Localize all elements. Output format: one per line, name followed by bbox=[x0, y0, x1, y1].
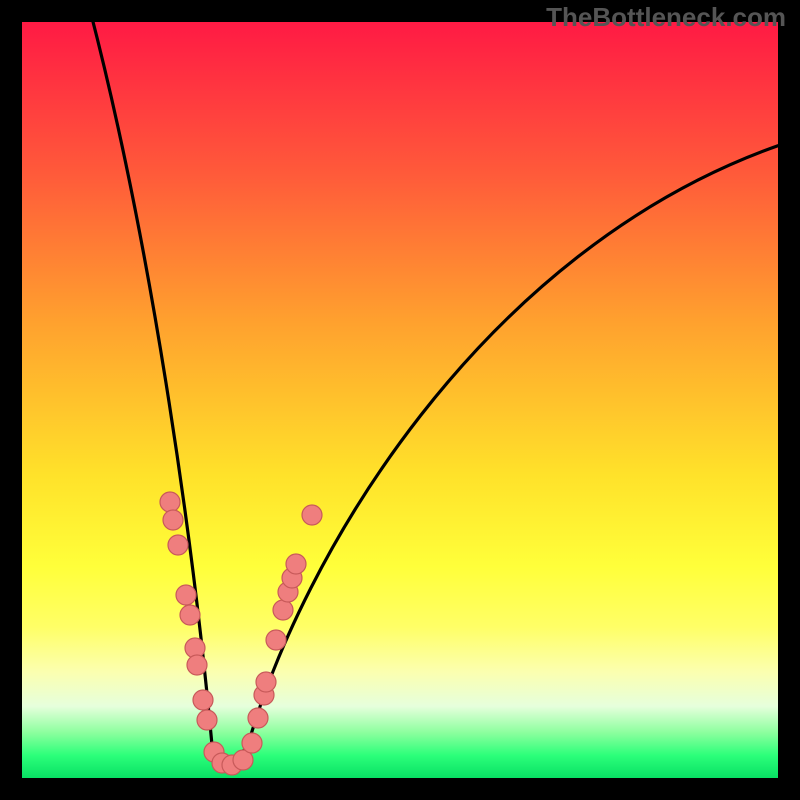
marker-point bbox=[302, 505, 322, 525]
marker-point bbox=[256, 672, 276, 692]
marker-point bbox=[160, 492, 180, 512]
marker-point bbox=[168, 535, 188, 555]
marker-point bbox=[248, 708, 268, 728]
marker-point bbox=[193, 690, 213, 710]
marker-point bbox=[163, 510, 183, 530]
chart-svg-layer bbox=[0, 0, 800, 800]
marker-point bbox=[180, 605, 200, 625]
watermark-text: TheBottleneck.com bbox=[546, 2, 786, 33]
marker-point bbox=[286, 554, 306, 574]
marker-point bbox=[242, 733, 262, 753]
marker-point bbox=[187, 655, 207, 675]
marker-group bbox=[160, 492, 322, 775]
marker-point bbox=[197, 710, 217, 730]
marker-point bbox=[176, 585, 196, 605]
frame-bottom-border bbox=[0, 778, 800, 800]
marker-point bbox=[266, 630, 286, 650]
marker-point bbox=[273, 600, 293, 620]
